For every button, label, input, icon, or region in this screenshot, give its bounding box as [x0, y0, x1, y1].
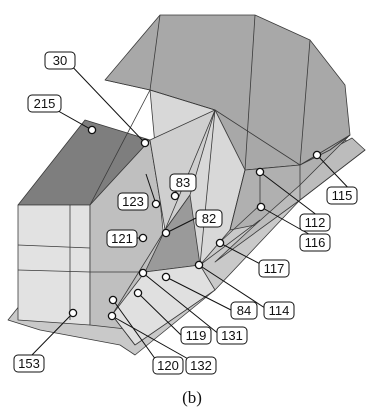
anchor-30	[140, 138, 150, 148]
node-label-112: 112	[299, 213, 331, 232]
svg-text:82: 82	[202, 211, 216, 226]
anchor-117	[215, 238, 225, 248]
leader-131	[142, 272, 221, 336]
leader-30	[65, 59, 146, 144]
mesh-edges	[111, 109, 216, 346]
svg-text:30: 30	[53, 53, 67, 68]
anchor-132	[107, 311, 117, 321]
mesh-figure: 30 215 83 123 82 121 115 112 116 117 84 …	[7, 14, 366, 375]
block-front	[17, 204, 91, 326]
svg-text:119: 119	[186, 328, 207, 343]
node-label-121: 121	[106, 229, 138, 248]
node-label-84: 84	[230, 301, 258, 320]
leader-84	[165, 276, 232, 311]
node-label-114: 114	[263, 301, 295, 320]
leader-114	[198, 264, 269, 311]
node-label-131: 131	[216, 326, 248, 345]
node-label-123: 123	[117, 192, 149, 211]
svg-text:121: 121	[111, 231, 133, 246]
mesh-body	[7, 14, 366, 356]
svg-text:120: 120	[157, 358, 179, 373]
svg-text:84: 84	[237, 303, 251, 318]
mesh-edges	[229, 14, 256, 231]
anchor-83	[170, 191, 180, 201]
svg-text:132: 132	[190, 358, 212, 373]
svg-text:123: 123	[122, 194, 144, 209]
leader-123	[145, 173, 157, 205]
node-label-120: 120	[152, 356, 184, 375]
anchor-84	[161, 272, 171, 282]
node-label-153: 153	[13, 354, 45, 373]
anchor-123	[151, 199, 161, 209]
svg-text:153: 153	[18, 356, 40, 371]
svg-text:116: 116	[305, 235, 326, 250]
anchor-112	[255, 167, 265, 177]
mesh-edges	[89, 14, 161, 206]
node-label-132: 132	[185, 356, 217, 375]
anchor-120	[108, 295, 118, 305]
callout-labels: 30 215 83 123 82 121 115 112 116 117 84 …	[13, 51, 358, 375]
node-label-215: 215	[27, 94, 62, 113]
node-label-117: 117	[258, 259, 290, 278]
node-label-115: 115	[326, 186, 358, 205]
node-label-82: 82	[195, 209, 223, 228]
svg-text:131: 131	[221, 328, 243, 343]
svg-text:112: 112	[305, 215, 326, 230]
mesh-edges	[17, 269, 145, 273]
inner-face-c	[111, 264, 216, 346]
leader-120	[112, 299, 157, 361]
anchor-115	[312, 150, 322, 160]
figure-caption: (b)	[182, 388, 202, 407]
mesh-edges	[17, 244, 91, 249]
leader-132	[111, 315, 191, 361]
leader-153	[29, 312, 74, 358]
anchor-119	[133, 288, 143, 298]
svg-text:215: 215	[34, 96, 56, 111]
svg-text:115: 115	[332, 188, 353, 203]
anchor-114	[194, 260, 204, 270]
node-label-30: 30	[44, 51, 76, 70]
svg-text:114: 114	[269, 303, 290, 318]
svg-text:117: 117	[264, 261, 285, 276]
svg-text:83: 83	[176, 175, 190, 190]
leader-82	[165, 217, 197, 234]
mesh-edges	[299, 39, 311, 200]
anchor-116	[256, 202, 266, 212]
node-label-119: 119	[180, 326, 212, 345]
anchor-82	[161, 228, 171, 238]
anchor-121	[138, 233, 148, 243]
node-label-116: 116	[299, 233, 331, 252]
anchor-131	[138, 268, 148, 278]
leader-119	[137, 292, 182, 336]
anchor-153	[68, 308, 78, 318]
node-label-83: 83	[169, 173, 197, 192]
anchor-215	[87, 125, 97, 135]
anchor-points	[68, 125, 322, 321]
